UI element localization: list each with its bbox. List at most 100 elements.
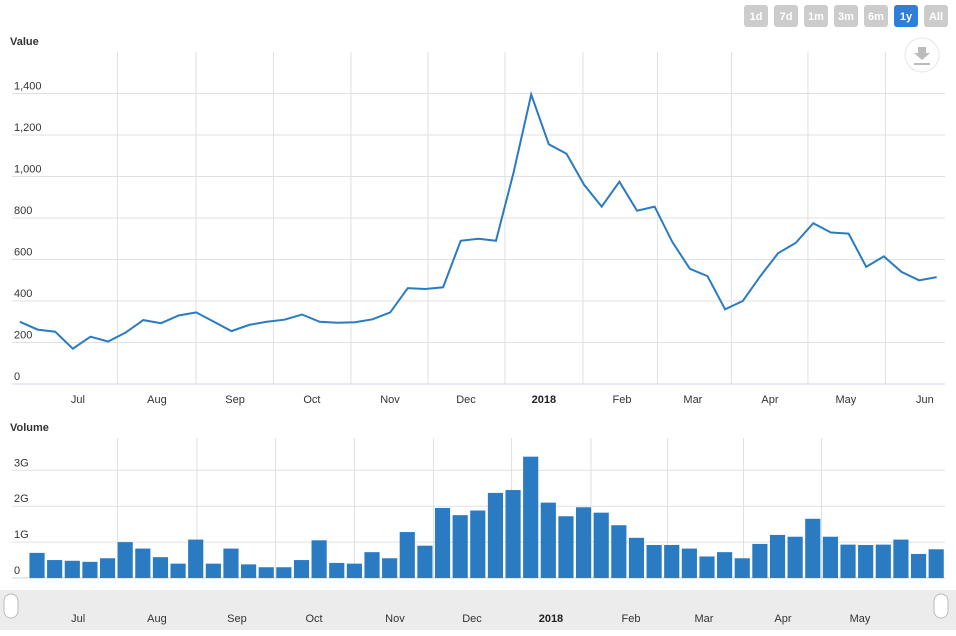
x-tick-label: Sep bbox=[227, 613, 247, 625]
volume-bar bbox=[769, 534, 786, 578]
volume-bar bbox=[223, 548, 239, 578]
volume-bar bbox=[399, 532, 415, 578]
volume-bar bbox=[893, 539, 909, 578]
y-tick-label: 2G bbox=[14, 493, 29, 505]
x-tick-label: Aug bbox=[147, 394, 167, 406]
x-tick-label: Sep bbox=[225, 394, 245, 406]
range-button-label: 1m bbox=[808, 11, 824, 23]
x-tick-label: May bbox=[836, 394, 857, 406]
volume-bar bbox=[364, 552, 380, 578]
volume-bar bbox=[611, 525, 627, 578]
y-tick-label: 400 bbox=[14, 288, 32, 300]
volume-bar bbox=[505, 490, 521, 578]
volume-bar bbox=[558, 516, 574, 578]
navigator-handle-right[interactable] bbox=[933, 593, 949, 619]
volume-bar bbox=[117, 542, 133, 578]
volume-bar bbox=[875, 544, 891, 578]
x-tick-label: Nov bbox=[385, 613, 405, 625]
x-tick-label: Dec bbox=[456, 394, 476, 406]
range-button-label: 3m bbox=[838, 11, 854, 23]
x-tick-label: Jun bbox=[916, 394, 934, 406]
y-tick-label: 1,000 bbox=[14, 164, 42, 176]
volume-bar bbox=[575, 507, 592, 578]
x-tick-label: Oct bbox=[303, 394, 320, 406]
y-tick-label: 1,400 bbox=[14, 81, 42, 93]
chart-title: Value bbox=[10, 36, 39, 48]
range-button-label: 1y bbox=[900, 11, 913, 23]
range-button[interactable] bbox=[744, 5, 768, 27]
volume-bar bbox=[787, 536, 803, 578]
volume-bar bbox=[664, 544, 680, 578]
x-tick-label: Jul bbox=[71, 394, 85, 406]
x-tick-label: Aug bbox=[147, 613, 167, 625]
x-tick-label: Oct bbox=[305, 613, 322, 625]
volume-bar bbox=[523, 456, 539, 578]
volume-bar bbox=[487, 492, 504, 578]
navigator-handle-left[interactable] bbox=[3, 593, 19, 619]
y-tick-label: 3G bbox=[14, 457, 29, 469]
x-tick-label: Mar bbox=[683, 394, 702, 406]
y-tick-label: 200 bbox=[14, 330, 32, 342]
range-button-label: All bbox=[929, 11, 943, 23]
volume-bar bbox=[805, 518, 821, 578]
range-button[interactable] bbox=[924, 5, 948, 27]
x-tick-label: Mar bbox=[695, 613, 714, 625]
value-line bbox=[19, 90, 937, 350]
volume-bar bbox=[822, 536, 838, 578]
volume-bar bbox=[681, 548, 697, 578]
range-button[interactable] bbox=[864, 5, 888, 27]
volume-bar bbox=[188, 539, 204, 578]
range-button-label: 7d bbox=[780, 11, 793, 23]
volume-bar bbox=[135, 548, 151, 578]
x-tick-label: Jul bbox=[71, 613, 85, 625]
y-tick-label: 1G bbox=[14, 529, 29, 541]
download-icon bbox=[914, 47, 930, 65]
range-button-label: 6m bbox=[868, 11, 884, 23]
volume-bar bbox=[593, 512, 609, 578]
volume-bar bbox=[928, 549, 944, 578]
volume-bar bbox=[417, 545, 433, 578]
volume-bar bbox=[311, 540, 327, 578]
volume-bar bbox=[329, 562, 345, 578]
y-tick-label: 600 bbox=[14, 247, 32, 259]
range-button[interactable] bbox=[774, 5, 798, 27]
y-tick-label: 1,200 bbox=[14, 122, 42, 134]
range-button[interactable] bbox=[834, 5, 858, 27]
navigator bbox=[0, 590, 956, 630]
volume-bar bbox=[47, 560, 63, 578]
x-tick-label: Apr bbox=[774, 613, 791, 625]
x-tick-label: Feb bbox=[613, 394, 632, 406]
x-tick-label: 2018 bbox=[532, 394, 556, 406]
volume-bar bbox=[734, 558, 750, 578]
volume-bar bbox=[276, 567, 292, 578]
volume-bar bbox=[646, 544, 662, 578]
volume-bar bbox=[205, 563, 221, 578]
range-button-label: 1d bbox=[750, 11, 763, 23]
volume-bar bbox=[699, 556, 715, 578]
y-tick-label: 0 bbox=[14, 371, 20, 383]
y-tick-label: 0 bbox=[14, 565, 20, 577]
x-tick-label: Dec bbox=[462, 613, 482, 625]
chart-title: Volume bbox=[10, 422, 49, 434]
x-tick-label: 2018 bbox=[539, 613, 563, 625]
volume-bar bbox=[293, 560, 310, 578]
volume-bar bbox=[452, 515, 468, 578]
y-tick-label: 800 bbox=[14, 205, 32, 217]
volume-bar bbox=[628, 537, 645, 578]
volume-bar bbox=[258, 567, 274, 578]
x-tick-label: Apr bbox=[761, 394, 778, 406]
range-button[interactable] bbox=[804, 5, 828, 27]
volume-bar bbox=[382, 558, 398, 578]
volume-bar bbox=[752, 543, 768, 578]
volume-bar bbox=[717, 552, 733, 578]
volume-bar bbox=[64, 560, 80, 578]
range-button[interactable] bbox=[894, 5, 918, 27]
x-tick-label: Nov bbox=[380, 394, 400, 406]
volume-bar bbox=[840, 544, 856, 578]
volume-bar bbox=[910, 553, 927, 578]
volume-bar bbox=[99, 558, 116, 578]
x-tick-label: May bbox=[850, 613, 871, 625]
volume-bar bbox=[540, 502, 556, 578]
